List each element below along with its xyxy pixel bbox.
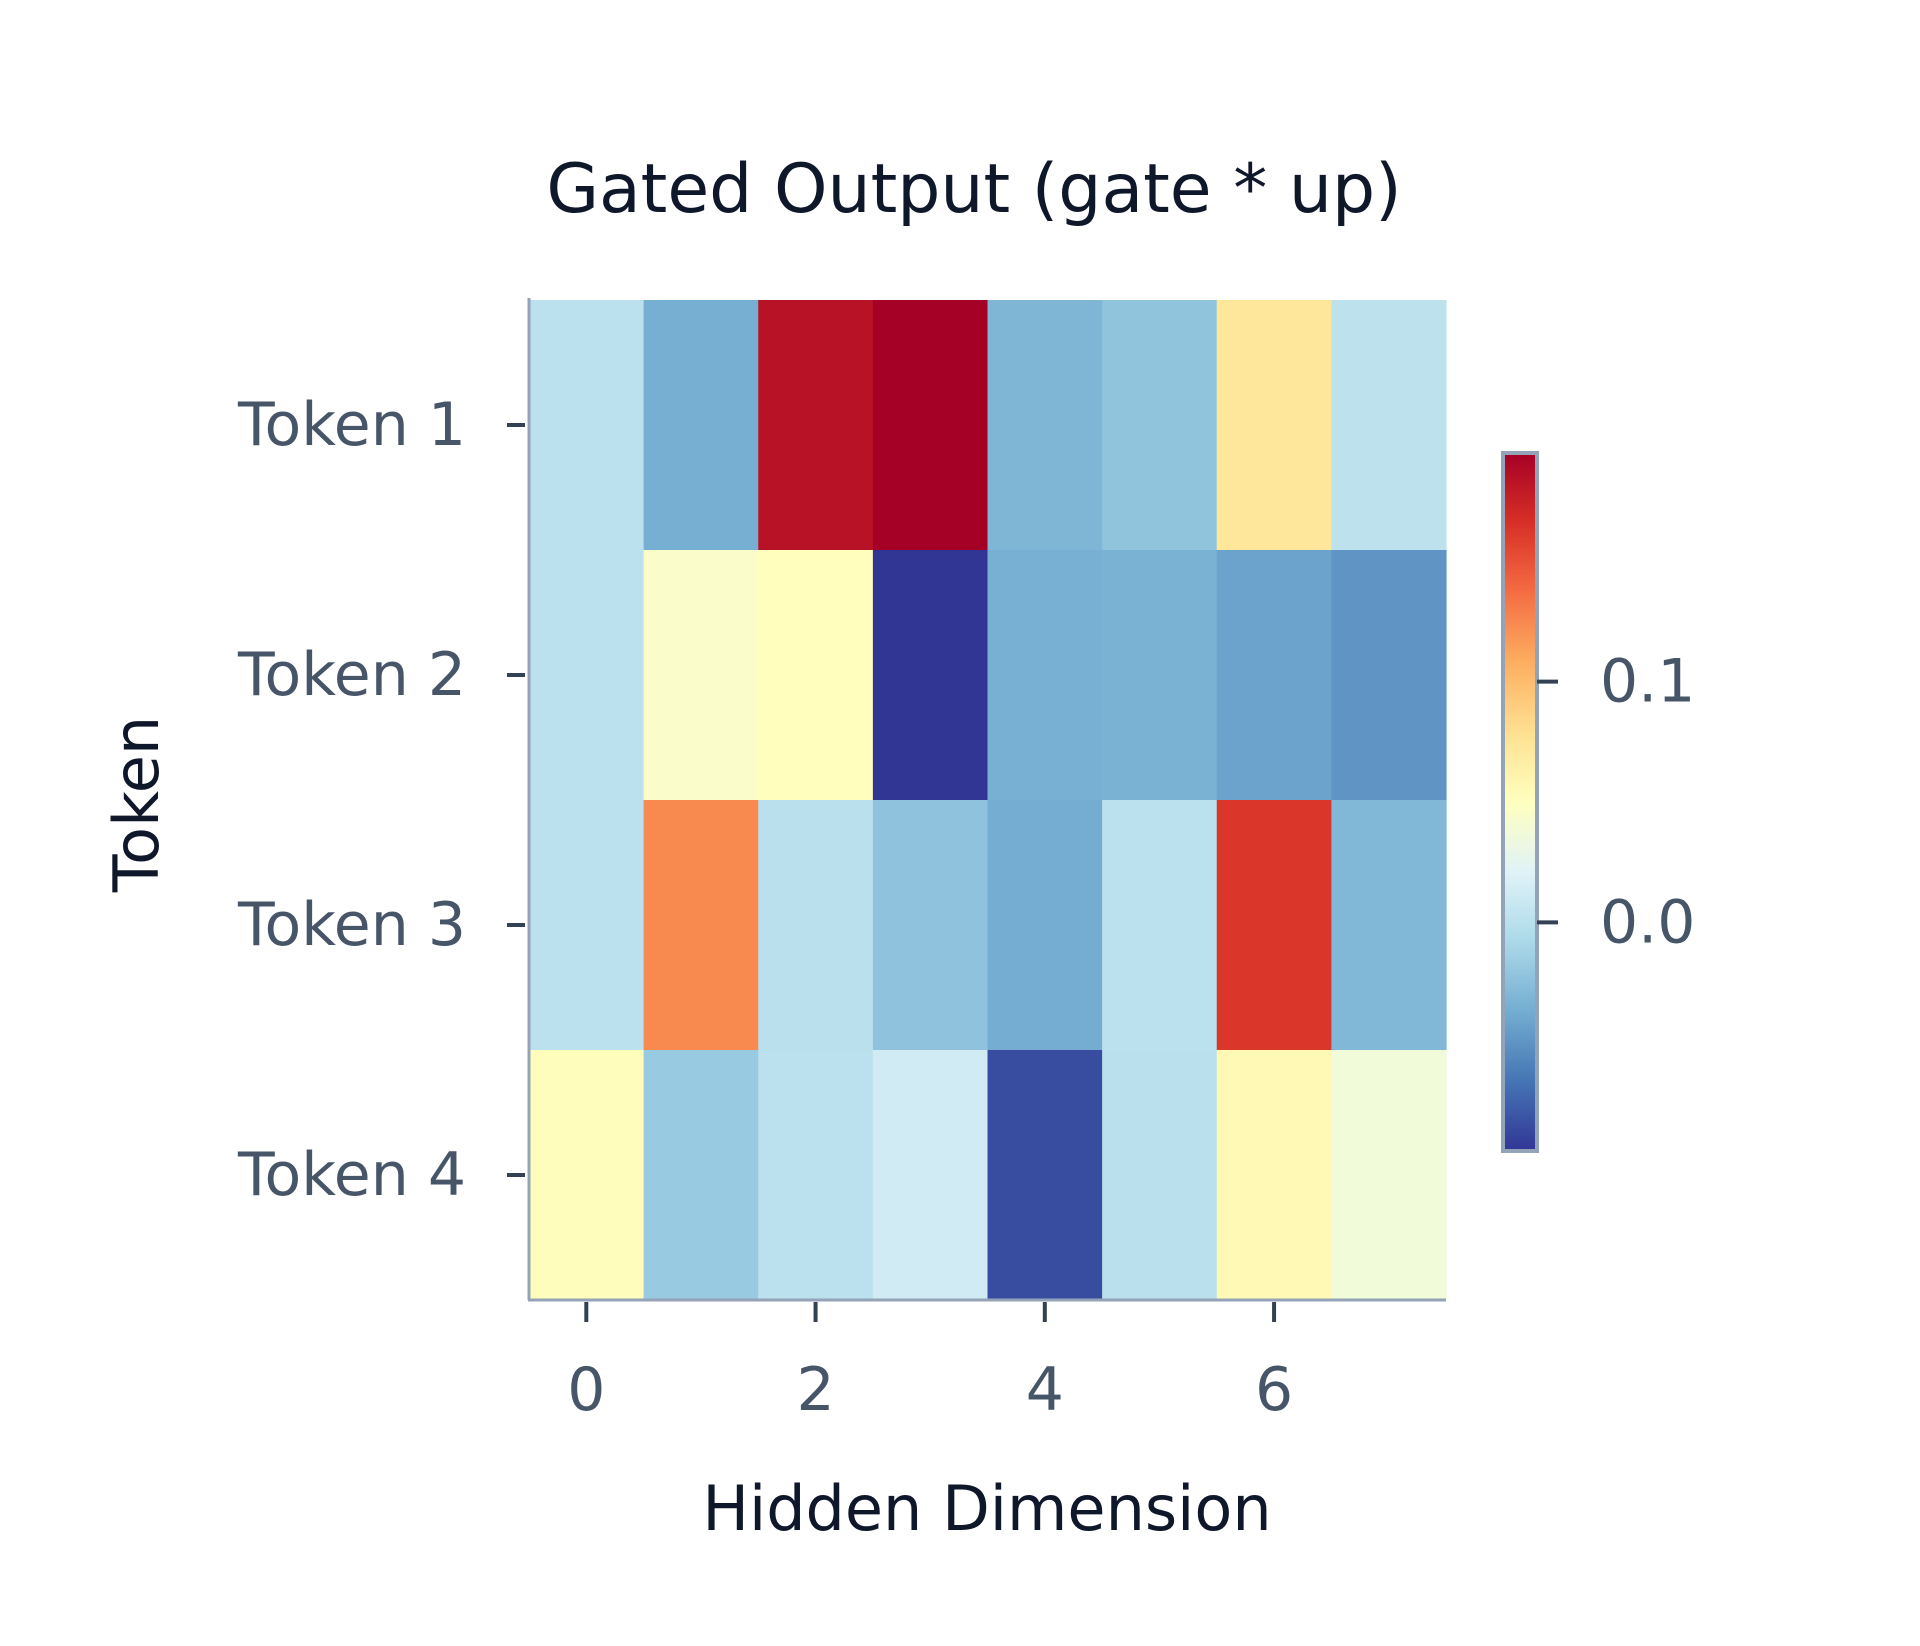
heatmap-cell: [643, 550, 759, 801]
heatmap-cell: [1331, 300, 1447, 551]
heatmap-cell: [529, 800, 645, 1051]
colorbar-tick-label: 0.1: [1600, 647, 1695, 717]
heatmap-cell: [1102, 300, 1218, 551]
heatmap-cell: [643, 800, 759, 1051]
heatmap-cell: [643, 300, 759, 551]
heatmap-cell: [758, 300, 874, 551]
heatmap-cell: [1102, 550, 1218, 801]
heatmap-cell: [529, 550, 645, 801]
colorbar-gradient: [1501, 451, 1539, 1153]
heatmap-cell: [987, 800, 1103, 1051]
heatmap-cell: [643, 1050, 759, 1301]
colorbar-ticks: 0.0 0.1: [1537, 647, 1695, 957]
heatmap-cell: [987, 300, 1103, 551]
y-tick-label: Token 3: [237, 890, 466, 960]
axes: [527, 298, 1446, 1302]
heatmap-cell: [872, 1050, 989, 1301]
y-axis-title: Token: [100, 716, 173, 893]
y-tick-label: Token 1: [237, 390, 466, 460]
heatmap-cell: [1331, 800, 1447, 1051]
x-axis-title: Hidden Dimension: [702, 1472, 1271, 1545]
x-tick-label: 4: [1026, 1355, 1064, 1425]
x-tick-label: 6: [1255, 1355, 1293, 1425]
colorbar-tick-label: 0.0: [1600, 887, 1695, 957]
chart-title: Gated Output (gate * up): [546, 150, 1401, 229]
colorbar: 0.0 0.1: [1501, 451, 1695, 1153]
heatmap-cell: [1216, 800, 1332, 1051]
heatmap-cell: [872, 800, 989, 1051]
heatmap-cell: [987, 1050, 1103, 1301]
heatmap-cell: [529, 300, 645, 551]
heatmap-cell: [758, 800, 874, 1051]
heatmap-cell: [872, 550, 989, 801]
heatmap-cell: [987, 550, 1103, 801]
heatmap-cell: [758, 550, 874, 801]
heatmap-cell: [1331, 1050, 1447, 1301]
heatmap-cell: [1102, 800, 1218, 1051]
y-ticks: Token 1 Token 2 Token 3 Token 4: [237, 390, 525, 1210]
heatmap-cell: [1216, 550, 1332, 801]
heatmap-cell: [529, 1050, 645, 1301]
heatmap-cell: [1102, 1050, 1218, 1301]
heatmap-cell: [1331, 550, 1447, 801]
x-ticks: 0 2 4 6: [567, 1302, 1293, 1425]
y-tick-label: Token 2: [237, 640, 466, 710]
heatmap-cell: [1216, 1050, 1332, 1301]
x-tick-label: 2: [796, 1355, 834, 1425]
heatmap-cell: [1216, 300, 1332, 551]
heatmap-cell: [758, 1050, 874, 1301]
x-tick-label: 0: [567, 1355, 605, 1425]
heatmap-cells: [529, 300, 1447, 1301]
heatmap-cell: [872, 300, 989, 551]
y-tick-label: Token 4: [237, 1140, 466, 1210]
